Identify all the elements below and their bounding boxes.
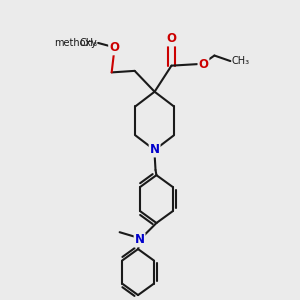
Text: O: O	[199, 58, 208, 70]
Text: methoxy: methoxy	[55, 38, 97, 48]
Text: N: N	[135, 233, 145, 246]
Text: CH₃: CH₃	[231, 56, 249, 66]
Text: CH₃: CH₃	[79, 38, 97, 48]
Text: O: O	[109, 41, 119, 54]
Text: O: O	[167, 32, 176, 46]
Text: N: N	[150, 143, 160, 157]
